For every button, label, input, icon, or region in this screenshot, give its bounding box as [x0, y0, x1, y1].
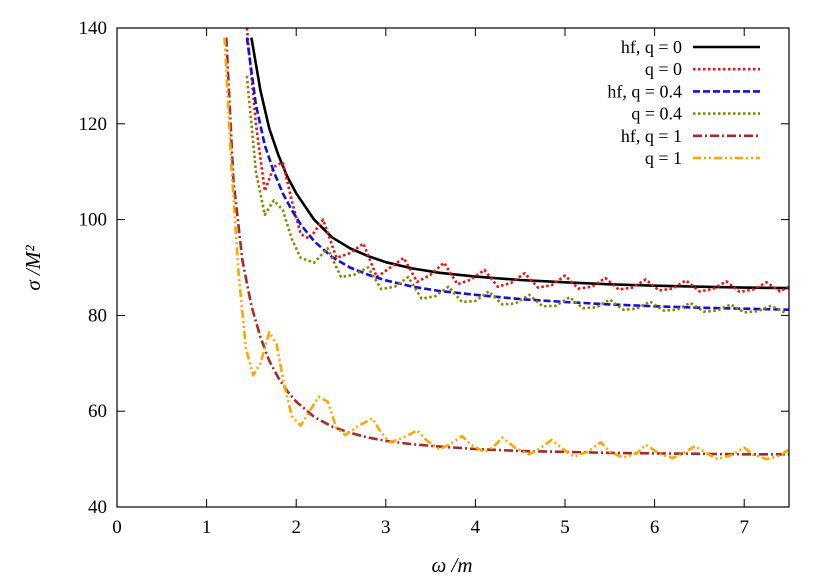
x-tick-label: 7: [739, 517, 749, 538]
legend-label: hf, q = 1: [621, 126, 682, 146]
legend: hf, q = 0q = 0hf, q = 0.4 q = 0.4hf, q = …: [607, 37, 760, 168]
y-axis-label: σ /M²: [21, 245, 45, 291]
axes: [116, 27, 790, 508]
series-line-3: [245, 37, 789, 311]
series-line-6: [223, 37, 789, 461]
y-tick-label: 100: [79, 210, 108, 231]
x-tick-label: 3: [381, 517, 391, 538]
y-tick-label: 140: [79, 18, 108, 39]
legend-label: hf, q = 0.4: [607, 81, 682, 101]
axis-ticks: 0 1 2 3 4 5 6 7 40 60 80 100 120 140: [79, 18, 789, 538]
y-tick-label: 80: [88, 305, 107, 326]
x-tick-label: 6: [650, 517, 660, 538]
plot-frame: [116, 27, 790, 508]
series-line-1: [250, 37, 789, 290]
x-tick-label: 2: [291, 517, 301, 538]
x-tick-label: 4: [471, 517, 481, 538]
x-tick-label: 1: [202, 517, 212, 538]
x-tick-label: 5: [560, 517, 570, 538]
y-tick-label: 120: [79, 114, 108, 135]
x-tick-label: 0: [112, 517, 122, 538]
y-tick-label: 40: [88, 497, 107, 518]
legend-label: q = 0: [645, 59, 682, 79]
legend-label: hf, q = 0: [621, 37, 682, 57]
y-tick-label: 60: [88, 401, 107, 422]
legend-label: q = 1: [645, 148, 682, 168]
x-axis-label: ω /m: [431, 553, 472, 577]
series-line-5: [225, 37, 789, 456]
series-line-4: [245, 75, 786, 314]
legend-label: q = 0.4: [631, 104, 682, 124]
